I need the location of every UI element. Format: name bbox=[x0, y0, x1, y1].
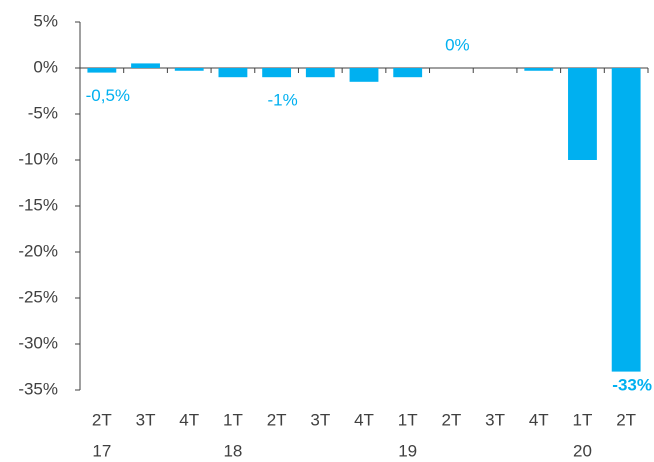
bar bbox=[611, 68, 641, 372]
x-tick-label: 3T bbox=[485, 410, 505, 429]
y-tick-label: -25% bbox=[18, 287, 58, 306]
y-tick-label: 0% bbox=[33, 57, 58, 76]
data-label: 0% bbox=[445, 35, 470, 54]
y-tick-label: 5% bbox=[33, 11, 58, 30]
x-tick-label: 1T bbox=[398, 410, 418, 429]
x-year-label: 17 bbox=[92, 441, 111, 460]
y-tick-label: -20% bbox=[18, 241, 58, 260]
y-tick-label: -35% bbox=[18, 379, 58, 398]
x-tick-label: 2T bbox=[441, 410, 461, 429]
bar bbox=[568, 68, 597, 160]
bar bbox=[131, 63, 160, 68]
bar bbox=[174, 68, 204, 71]
data-label: -33% bbox=[612, 375, 652, 394]
bar bbox=[262, 68, 292, 78]
y-tick-label: -5% bbox=[28, 103, 58, 122]
data-label: -1% bbox=[267, 91, 297, 110]
x-year-label: 18 bbox=[223, 441, 242, 460]
y-tick-label: -10% bbox=[18, 149, 58, 168]
bar bbox=[218, 68, 248, 78]
data-label: -0,5% bbox=[86, 86, 130, 105]
x-year-label: 19 bbox=[398, 441, 417, 460]
x-tick-label: 3T bbox=[310, 410, 330, 429]
x-tick-label: 2T bbox=[267, 410, 287, 429]
x-tick-label: 3T bbox=[136, 410, 156, 429]
x-tick-label: 4T bbox=[354, 410, 374, 429]
bar bbox=[305, 68, 335, 78]
bar bbox=[349, 68, 379, 82]
x-tick-label: 2T bbox=[92, 410, 112, 429]
bar bbox=[524, 68, 554, 71]
y-tick-label: -15% bbox=[18, 195, 58, 214]
x-tick-label: 1T bbox=[223, 410, 243, 429]
bar bbox=[393, 68, 423, 78]
x-year-label: 20 bbox=[573, 441, 592, 460]
y-tick-label: -30% bbox=[18, 333, 58, 352]
x-tick-label: 1T bbox=[573, 410, 593, 429]
x-tick-label: 4T bbox=[529, 410, 549, 429]
x-tick-label: 2T bbox=[616, 410, 636, 429]
x-tick-label: 4T bbox=[179, 410, 199, 429]
bar bbox=[87, 68, 117, 73]
